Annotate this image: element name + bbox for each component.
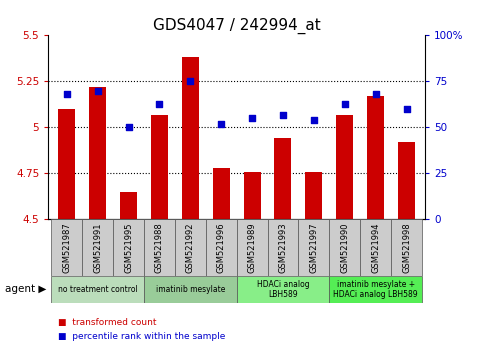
Bar: [120, 192, 137, 219]
Text: imatinib mesylate +
HDACi analog LBH589: imatinib mesylate + HDACi analog LBH589: [333, 280, 418, 299]
Text: GSM521997: GSM521997: [310, 222, 318, 273]
Text: GSM521998: GSM521998: [402, 222, 411, 273]
Bar: [391, 219, 422, 276]
Point: [310, 117, 318, 123]
Point: [279, 112, 287, 118]
Bar: [237, 219, 268, 276]
Point: [94, 88, 101, 93]
Text: GSM521995: GSM521995: [124, 222, 133, 273]
Bar: [268, 219, 298, 276]
Text: GSM521990: GSM521990: [340, 222, 349, 273]
Text: imatinib mesylate: imatinib mesylate: [156, 285, 225, 294]
Point: [372, 91, 380, 97]
Point: [341, 101, 349, 106]
Bar: [82, 219, 113, 276]
Bar: [113, 219, 144, 276]
Bar: [213, 168, 230, 219]
Text: GSM521987: GSM521987: [62, 222, 71, 273]
Text: GSM521989: GSM521989: [248, 222, 256, 273]
Bar: [144, 219, 175, 276]
Bar: [175, 219, 206, 276]
Text: ■  transformed count: ■ transformed count: [58, 318, 156, 327]
Bar: [243, 172, 261, 219]
Bar: [182, 57, 199, 219]
Bar: [329, 219, 360, 276]
Text: agent ▶: agent ▶: [5, 284, 46, 295]
Bar: [305, 172, 322, 219]
Point: [217, 121, 225, 127]
Text: GSM521992: GSM521992: [186, 222, 195, 273]
Text: GSM521993: GSM521993: [279, 222, 287, 273]
Title: GDS4047 / 242994_at: GDS4047 / 242994_at: [153, 18, 321, 34]
Bar: [360, 219, 391, 276]
Bar: [51, 276, 144, 303]
Bar: [51, 219, 82, 276]
Bar: [274, 138, 291, 219]
Bar: [237, 276, 329, 303]
Bar: [58, 109, 75, 219]
Point: [403, 106, 411, 112]
Bar: [151, 115, 168, 219]
Text: GSM521988: GSM521988: [155, 222, 164, 273]
Point: [125, 125, 132, 130]
Text: HDACi analog
LBH589: HDACi analog LBH589: [256, 280, 309, 299]
Text: GSM521996: GSM521996: [217, 222, 226, 273]
Text: GSM521991: GSM521991: [93, 222, 102, 273]
Bar: [329, 276, 422, 303]
Bar: [298, 219, 329, 276]
Bar: [398, 142, 415, 219]
Bar: [336, 115, 353, 219]
Bar: [367, 96, 384, 219]
Point: [156, 101, 163, 106]
Bar: [206, 219, 237, 276]
Point: [186, 79, 194, 84]
Text: no treatment control: no treatment control: [58, 285, 138, 294]
Text: ■  percentile rank within the sample: ■ percentile rank within the sample: [58, 332, 226, 341]
Bar: [144, 276, 237, 303]
Bar: [89, 87, 106, 219]
Text: GSM521994: GSM521994: [371, 222, 380, 273]
Point: [63, 91, 71, 97]
Point: [248, 115, 256, 121]
